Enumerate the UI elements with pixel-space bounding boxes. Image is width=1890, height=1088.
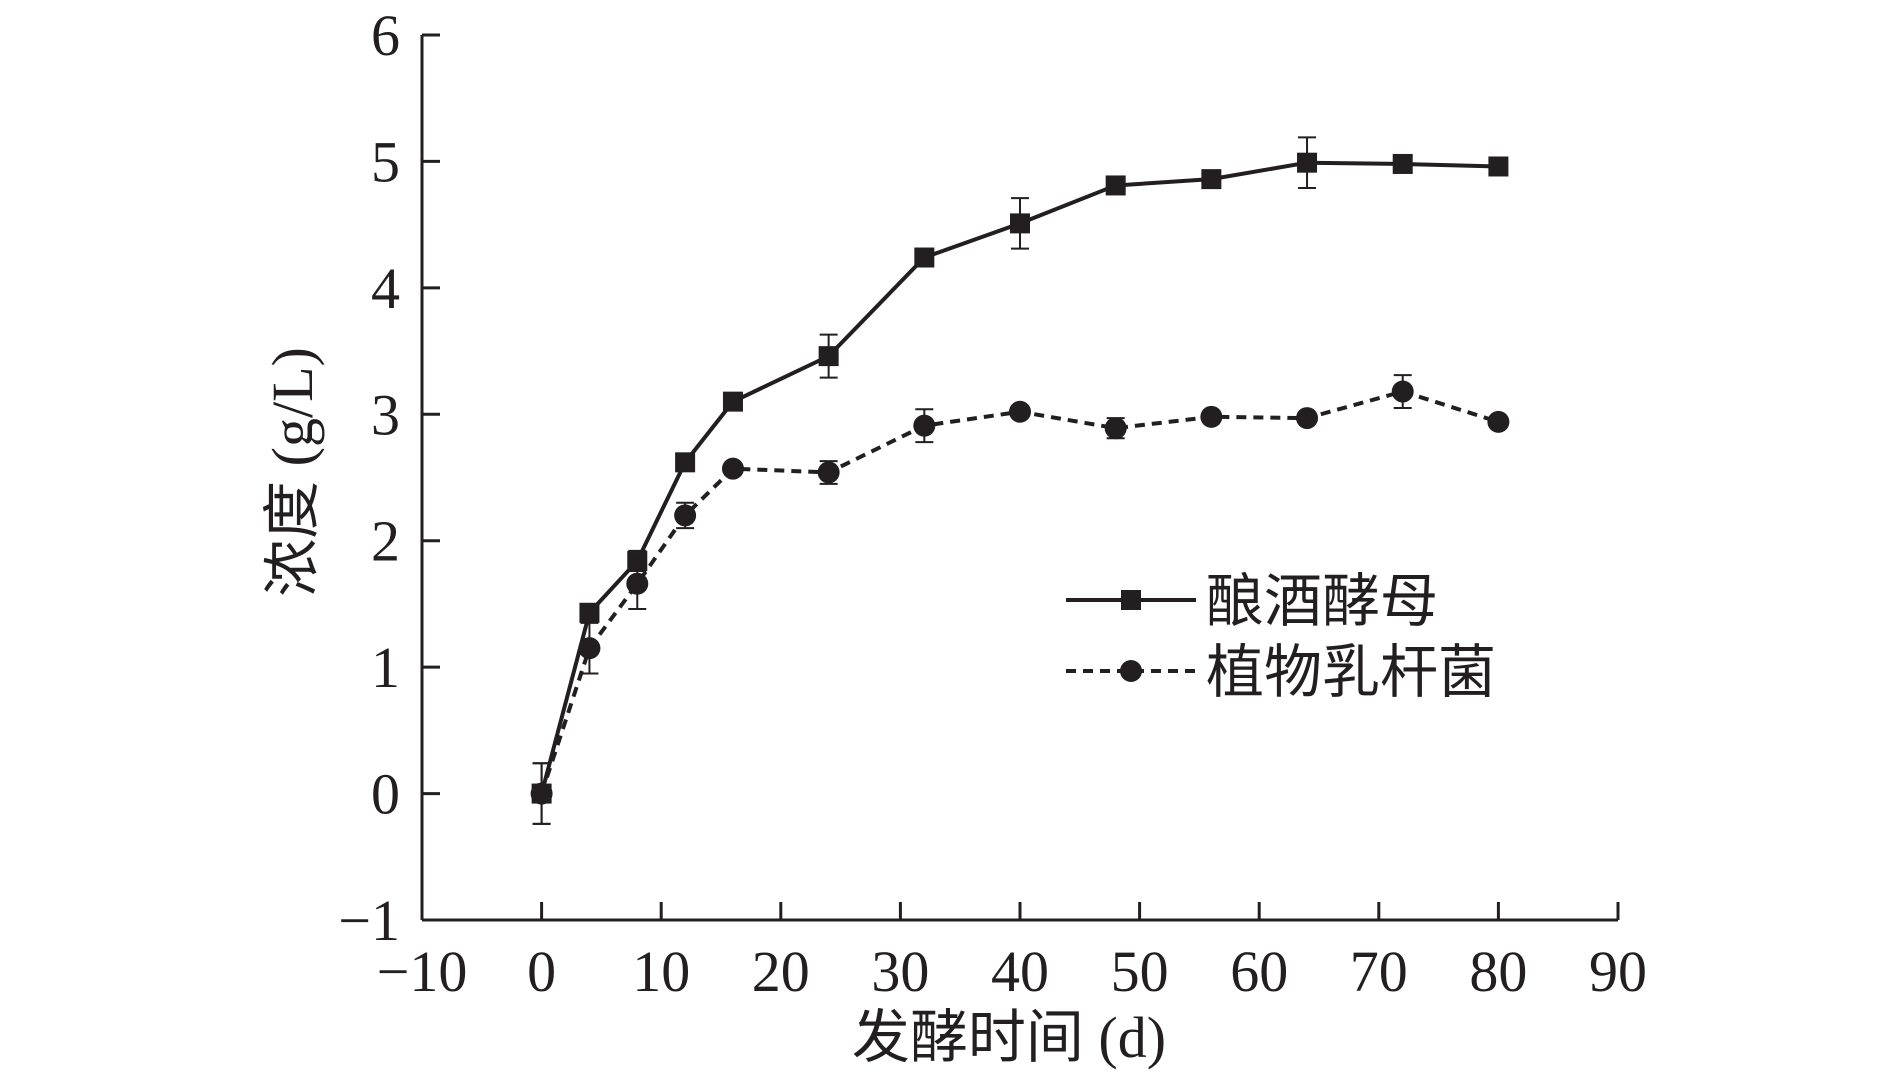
x-tick-label: 70 [1350,939,1408,1004]
data-point-circle [1391,380,1414,403]
x-tick-label: 50 [1111,939,1169,1004]
data-point-square [579,602,600,623]
data-point-square [1105,175,1126,196]
legend-marker-square [1121,590,1141,610]
data-point-square [818,346,839,367]
data-point-square [675,452,696,473]
series-layer [530,136,1510,825]
y-tick-label: 6 [371,3,400,68]
x-tick-label: 0 [527,939,556,1004]
series-2 [530,374,1510,825]
data-point-circle [1200,405,1223,428]
y-tick-label: 5 [371,129,400,194]
data-point-circle [721,457,744,480]
x-axis-title: 发酵时间 (d) [852,1005,1166,1070]
data-point-square [1201,169,1222,190]
x-tick-label: 40 [991,939,1049,1004]
data-point-circle [817,461,840,484]
y-tick-label: 0 [371,762,400,827]
data-point-circle [530,782,553,805]
data-point-square [722,391,743,412]
y-tick-label: 4 [371,256,400,321]
x-tick-label: −10 [377,939,468,1004]
x-tick-label: 90 [1589,939,1647,1004]
data-point-circle [1296,407,1319,430]
x-tick-label: 30 [871,939,929,1004]
data-point-circle [578,637,601,660]
data-point-circle [626,572,649,595]
y-tick-label: −1 [338,888,400,953]
x-tick-label: 20 [752,939,810,1004]
data-point-circle [1104,417,1127,440]
data-point-square [1392,153,1413,174]
legend-label: 酿酒酵母 [1206,569,1438,634]
data-point-square [1297,152,1318,173]
legend-label: 植物乳杆菌 [1206,640,1496,705]
x-tick-label: 60 [1230,939,1288,1004]
data-point-circle [913,414,936,437]
data-point-circle [1487,410,1510,433]
x-tick-label: 80 [1469,939,1527,1004]
data-point-circle [1009,400,1031,423]
data-point-circle [674,504,697,527]
legend-marker-circle [1120,660,1142,682]
x-tick-label: 10 [632,939,690,1004]
y-tick-label: 3 [371,382,400,447]
data-point-square [1010,213,1030,234]
y-axis-title: 浓度 (g/L) [260,347,325,597]
data-point-square [914,247,935,268]
data-point-square [1488,156,1509,177]
series-1 [531,136,1509,825]
y-tick-label: 2 [371,509,400,574]
y-tick-label: 1 [371,635,400,700]
